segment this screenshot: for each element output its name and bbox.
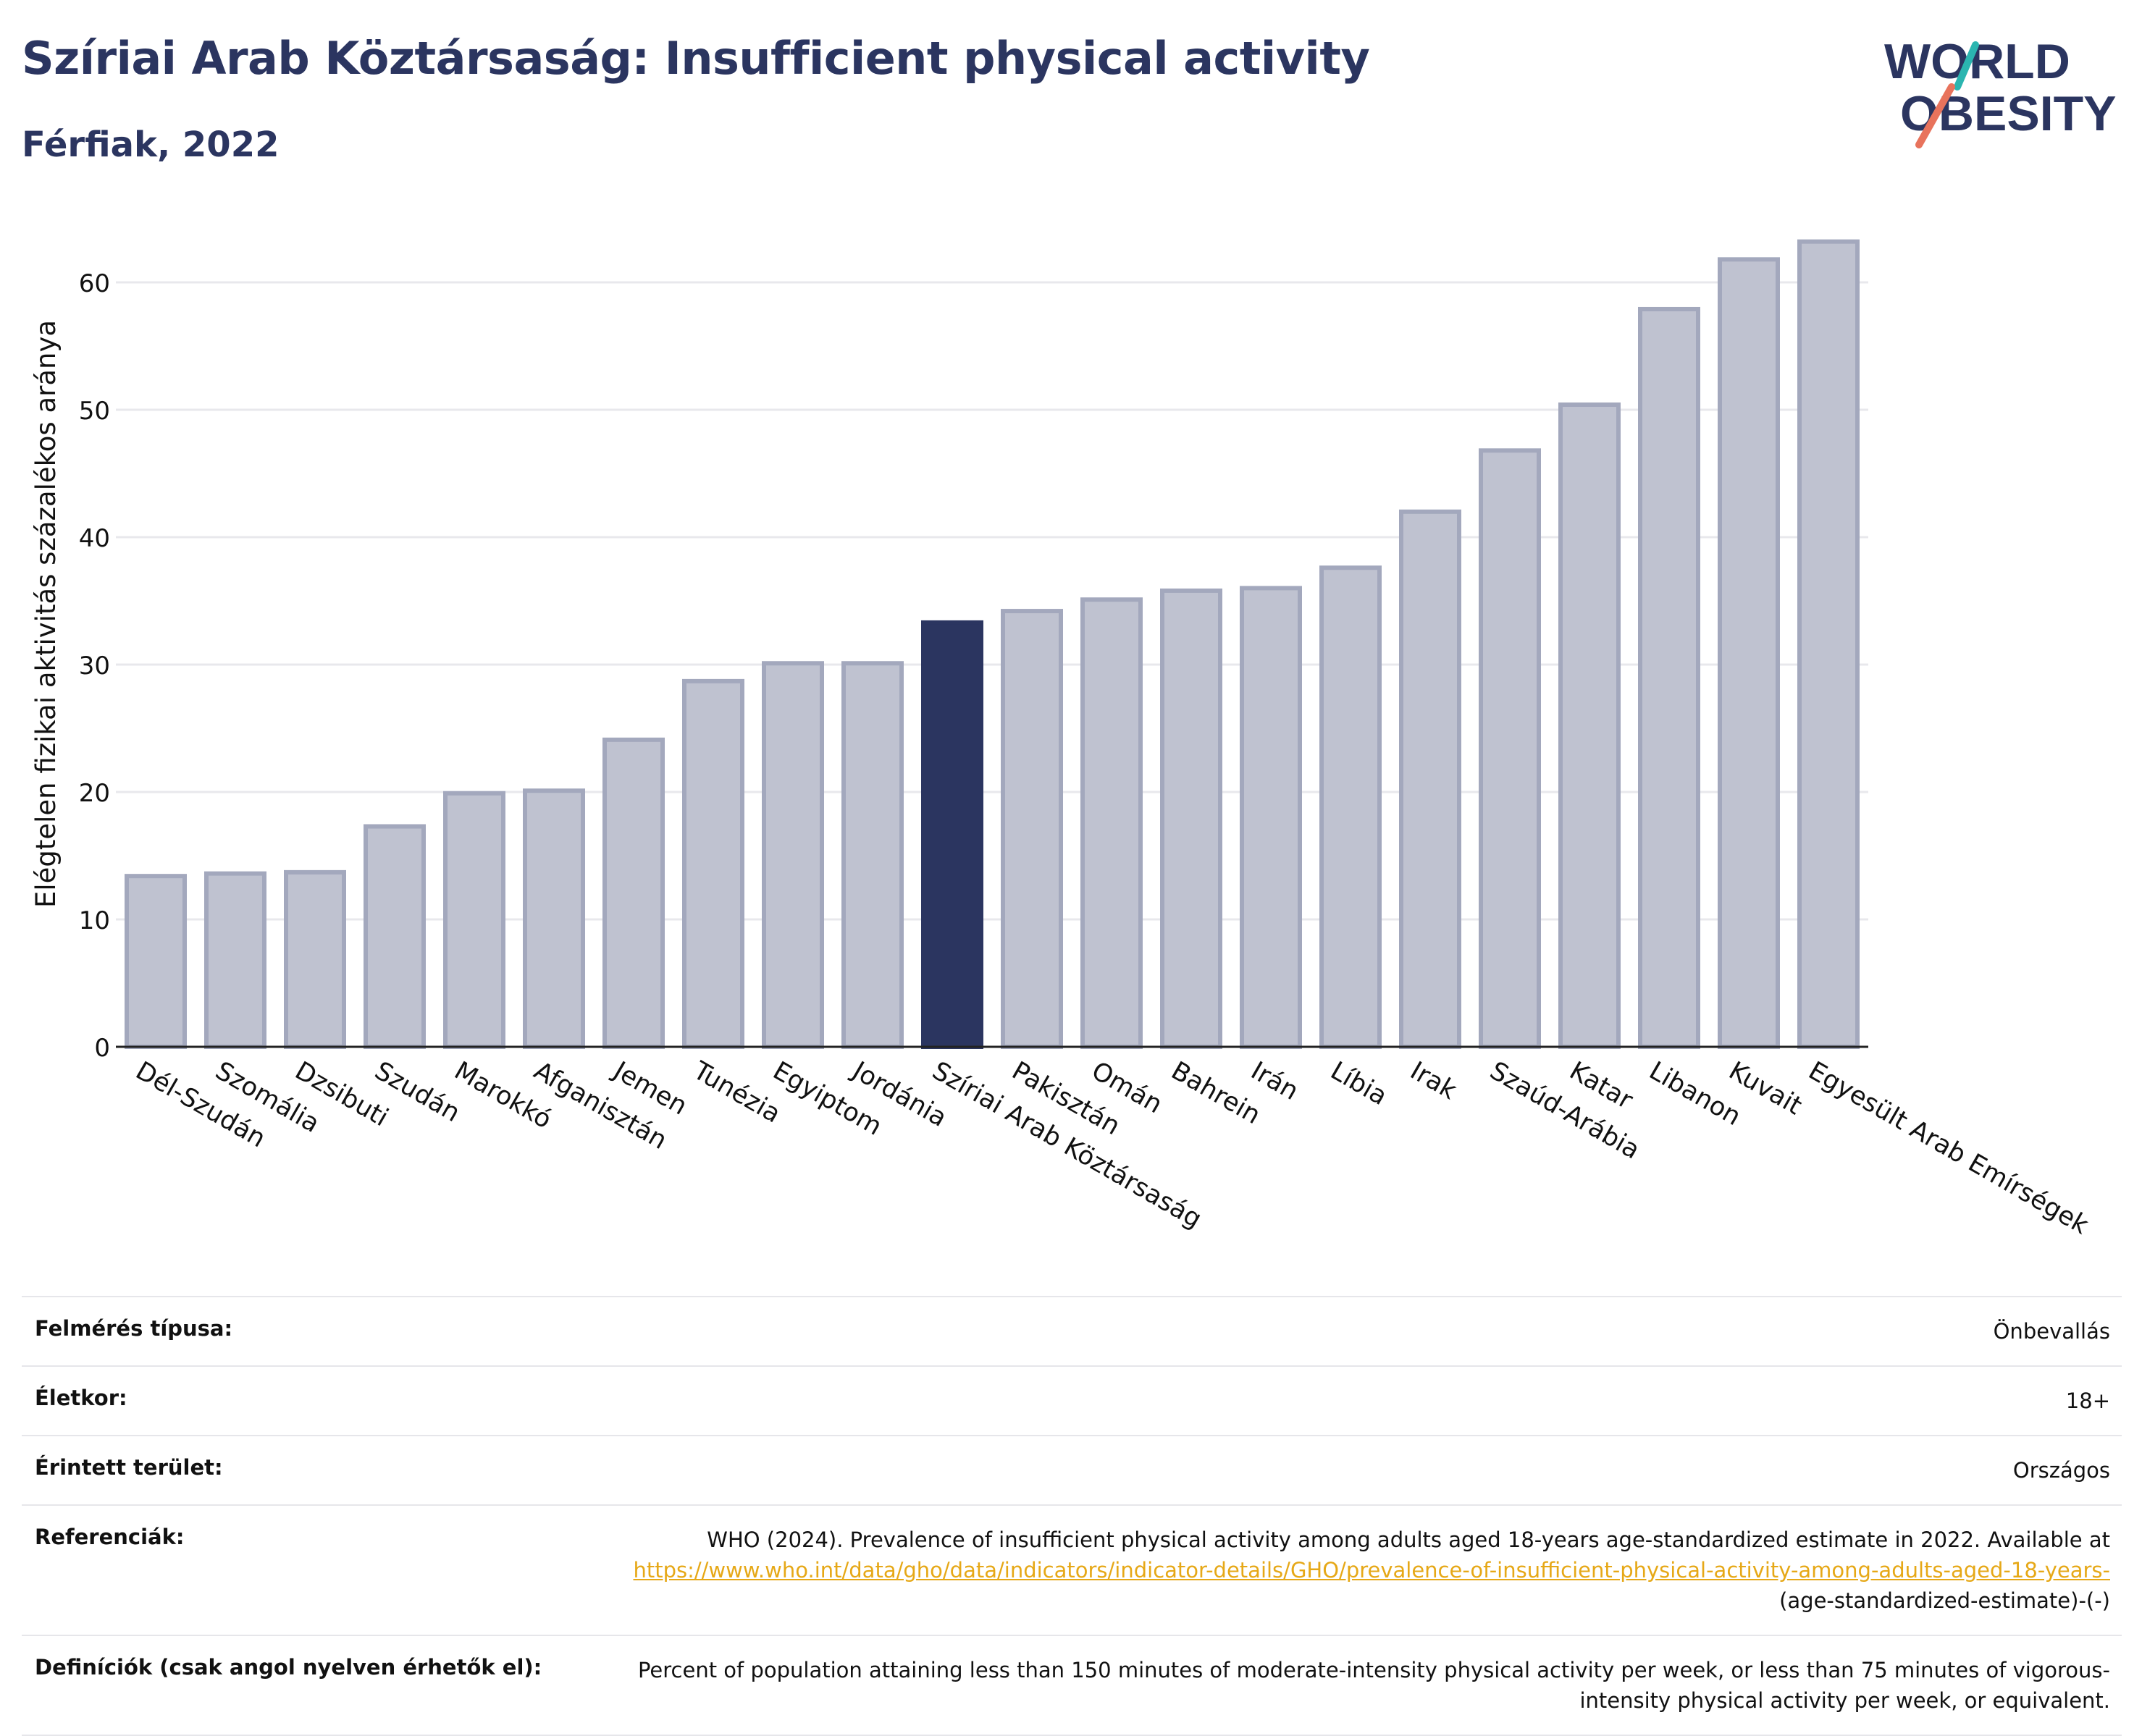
- metadata-table: Felmérés típusa: Önbevallás Életkor: 18+…: [22, 1296, 2122, 1736]
- bar-jordánia[interactable]: [841, 661, 904, 1049]
- x-tick-labels: Dél-SzudánSzomáliaDzsibutiSzudánMarokkóA…: [131, 1055, 2094, 1240]
- bar-jemen[interactable]: [602, 737, 665, 1050]
- bar-libanon[interactable]: [1638, 306, 1700, 1049]
- bar-líbia[interactable]: [1319, 565, 1382, 1049]
- references-label: Referenciák:: [35, 1525, 185, 1549]
- bar-bahrein[interactable]: [1160, 588, 1222, 1049]
- references-text: WHO (2024). Prevalence of insufficient p…: [707, 1528, 2110, 1552]
- definitions-row: Definíciók (csak angol nyelven érhetők e…: [22, 1635, 2122, 1736]
- survey-type-label: Felmérés típusa:: [35, 1316, 233, 1341]
- x-tick-label: Bahrein: [1167, 1056, 1266, 1130]
- bar-szíriai-arab-köztársaság[interactable]: [921, 620, 983, 1049]
- bar-irán[interactable]: [1240, 586, 1302, 1049]
- bar-szomália[interactable]: [204, 871, 266, 1050]
- x-tick-label: Irak: [1406, 1056, 1462, 1105]
- y-tick-label: 50: [79, 397, 110, 426]
- y-tick-label: 40: [79, 524, 110, 553]
- world-obesity-logo: WORLD OBESITY: [1884, 34, 2117, 148]
- bar-irak[interactable]: [1399, 509, 1461, 1049]
- bar-szudán[interactable]: [364, 824, 426, 1050]
- bars: [125, 239, 1860, 1050]
- age-value: 18+: [2065, 1389, 2110, 1413]
- x-tick-label: Tunézia: [688, 1056, 786, 1129]
- y-tick-label: 20: [79, 779, 110, 808]
- y-tick-label: 0: [94, 1034, 110, 1063]
- bar-egyesült-arab-emírségek[interactable]: [1797, 239, 1860, 1049]
- definitions-label: Definíciók (csak angol nyelven érhetők e…: [35, 1655, 542, 1680]
- bar-pakisztán[interactable]: [1001, 609, 1063, 1049]
- area-row: Érintett terület: Országos: [22, 1435, 2122, 1504]
- logo-slash-teal: [1954, 41, 1979, 90]
- bar-egyiptom[interactable]: [762, 661, 824, 1049]
- bar-kuvait[interactable]: [1718, 257, 1780, 1050]
- logo-slash-coral: [1915, 83, 1955, 148]
- survey-type-value: Önbevallás: [1993, 1319, 2110, 1344]
- references-row: Referenciák: WHO (2024). Prevalence of i…: [22, 1504, 2122, 1635]
- bar-chart: 0 10 20 30 40 50 60 Dél-SzudánSzomáliaDzsibuti…: [30, 239, 2094, 1241]
- references-tail: (age-standardized-estimate)-(-): [1779, 1588, 2110, 1613]
- bar-marokkó[interactable]: [443, 791, 505, 1049]
- age-label: Életkor:: [35, 1386, 127, 1410]
- bar-omán[interactable]: [1080, 597, 1143, 1049]
- bar-tunézia[interactable]: [682, 678, 744, 1049]
- area-label: Érintett terület:: [35, 1455, 223, 1480]
- y-tick-label: 30: [79, 652, 110, 681]
- survey-type-row: Felmérés típusa: Önbevallás: [22, 1296, 2122, 1365]
- chart-title: Szíriai Arab Köztársaság: Insufficient p…: [22, 32, 1370, 85]
- bar-dzsibuti[interactable]: [284, 869, 346, 1049]
- references-link[interactable]: https://www.who.int/data/gho/data/indica…: [633, 1558, 2110, 1583]
- x-tick-label: Libanon: [1645, 1056, 1746, 1132]
- chart-subtitle: Férfiak, 2022: [22, 125, 280, 165]
- bar-szaúd-arábia[interactable]: [1479, 448, 1541, 1049]
- references-value: WHO (2024). Prevalence of insufficient p…: [589, 1525, 2110, 1616]
- age-row: Életkor: 18+: [22, 1365, 2122, 1435]
- area-value: Országos: [2012, 1458, 2110, 1483]
- bar-katar[interactable]: [1558, 402, 1621, 1049]
- y-tick-label: 10: [79, 906, 110, 935]
- y-tick-label: 60: [79, 269, 110, 298]
- definitions-value: Percent of population attaining less tha…: [637, 1658, 2110, 1713]
- x-tick-label: Líbia: [1326, 1056, 1393, 1111]
- x-tick-label: Egyesült Arab Emírségek: [1804, 1056, 2094, 1240]
- bar-dél-szudán[interactable]: [125, 874, 187, 1050]
- y-axis-label: Elégtelen fizikai aktivitás százalékos a…: [30, 320, 62, 908]
- bar-afganisztán[interactable]: [523, 788, 585, 1049]
- y-tick-labels: 0 10 20 30 40 50 60: [79, 269, 110, 1063]
